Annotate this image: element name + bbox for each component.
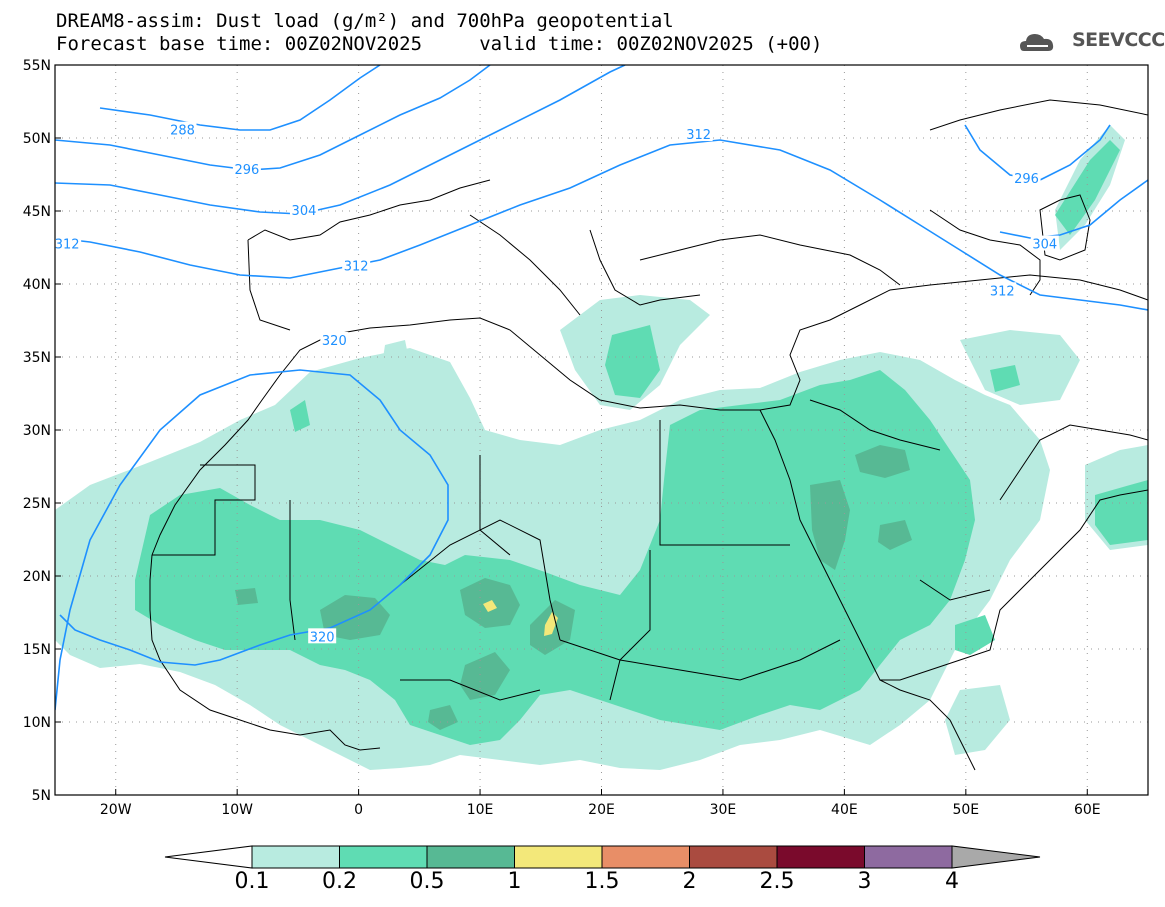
- contour-label-bg: [168, 121, 197, 137]
- contour-label-bg: [289, 202, 318, 217]
- contour-label-bg: [55, 235, 82, 251]
- grid-lines: [55, 65, 1148, 795]
- x-tick-label: 0: [354, 802, 363, 818]
- x-tick-label: 50E: [952, 802, 979, 818]
- cloud-logo-icon: [1020, 34, 1054, 51]
- contour-label: 320: [310, 630, 335, 645]
- contour-label: 320: [322, 334, 347, 349]
- colorbar-over-arrow: [951, 845, 1041, 869]
- colorbar-label: 1.5: [585, 869, 620, 894]
- colorbar-swatch: [601, 845, 690, 869]
- x-tick-label: 20W: [100, 802, 132, 818]
- colorbar-swatch: [689, 845, 778, 869]
- plot-area: 288 296 304 312 312 312 296 304 312 320 320: [55, 65, 1148, 795]
- contour-label-bg: [320, 331, 349, 347]
- colorbar-swatch: [514, 845, 603, 869]
- colorbar-label: 0.5: [410, 869, 445, 894]
- colorbar-label: 0.1: [235, 869, 270, 894]
- contour-label: 312: [990, 284, 1015, 299]
- x-tick-label: 10W: [221, 802, 253, 818]
- contour-label: 288: [170, 124, 195, 139]
- x-tick-label: 20E: [588, 802, 615, 818]
- colorbar: 0.1 0.2 0.5 1 1.5 2 2.5 3 4: [164, 845, 1041, 894]
- y-tick-label: 40N: [23, 277, 51, 293]
- x-tick-label: 60E: [1074, 802, 1101, 818]
- contour-label: 304: [292, 204, 317, 219]
- x-tick-label: 10E: [467, 802, 494, 818]
- y-tick-label: 45N: [23, 204, 51, 220]
- colorbar-swatch: [776, 845, 865, 869]
- contour-label: 296: [234, 163, 259, 178]
- colorbar-label: 2.5: [760, 869, 795, 894]
- contour-label: 296: [1014, 172, 1039, 187]
- colorbar-swatch: [251, 845, 340, 869]
- colorbar-swatch: [426, 845, 515, 869]
- x-tick-label: 40E: [831, 802, 858, 818]
- y-tick-label: 5N: [32, 788, 51, 804]
- x-tick-label: 30E: [710, 802, 737, 818]
- y-tick-label: 15N: [23, 642, 51, 658]
- contour-label-bg: [684, 126, 713, 142]
- colorbar-label: 4: [945, 869, 959, 894]
- y-tick-label: 25N: [23, 496, 51, 512]
- y-tick-label: 50N: [23, 131, 51, 147]
- title-line-1: DREAM8-assim: Dust load (g/m²) and 700hP…: [56, 10, 674, 32]
- colorbar-under-arrow: [164, 845, 253, 869]
- contour-label: 304: [1032, 238, 1057, 253]
- contour-label-bg: [232, 161, 261, 177]
- y-axis: 55N 50N 45N 40N 35N 30N 25N 20N 15N 10N 5N: [23, 58, 61, 804]
- contour-label-bg: [308, 628, 337, 644]
- colorbar-swatch: [339, 845, 428, 869]
- contour-label: 312: [344, 259, 369, 274]
- colorbar-swatch: [864, 845, 953, 869]
- contour-label: 312: [55, 238, 80, 253]
- colorbar-label: 3: [858, 869, 872, 894]
- contour-labels: 288 296 304 312 312 312 296 304 312 320 320: [55, 121, 1059, 645]
- logo-text: SEEVCCC: [1072, 29, 1165, 51]
- x-axis: 20W 10W 0 10E 20E 30E 40E 50E 60E: [100, 789, 1101, 818]
- colorbar-label: 2: [683, 869, 697, 894]
- colorbar-label: 0.2: [322, 869, 357, 894]
- contour-label-bg: [1012, 169, 1041, 185]
- y-tick-label: 55N: [23, 58, 51, 74]
- coastlines-borders: [149, 99, 1148, 771]
- contour-label-bg: [988, 282, 1017, 298]
- contour-label: 312: [686, 128, 711, 143]
- y-tick-label: 35N: [23, 350, 51, 366]
- contour-label-bg: [1030, 235, 1059, 251]
- dust-level-0.2-fill: [135, 140, 1148, 745]
- title-line-2: Forecast base time: 00Z02NOV2025 valid t…: [56, 33, 823, 55]
- contour-label-bg: [342, 257, 371, 273]
- y-tick-label: 30N: [23, 423, 51, 439]
- geopotential-contours: [55, 65, 1148, 711]
- colorbar-label: 1: [508, 869, 522, 894]
- y-tick-label: 10N: [23, 715, 51, 731]
- y-tick-label: 20N: [23, 569, 51, 585]
